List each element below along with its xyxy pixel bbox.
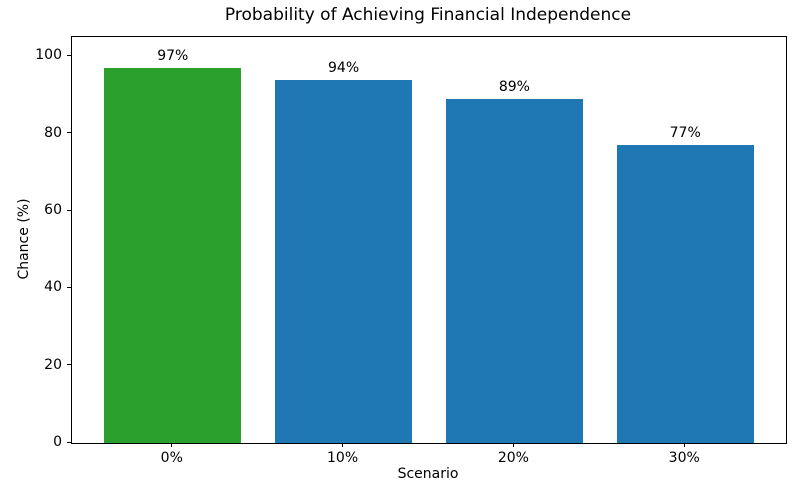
x-tick-label: 0% [160, 450, 183, 466]
x-tick-mark [171, 443, 173, 447]
y-tick-label: 100 [35, 47, 62, 64]
bar-value-label: 97% [157, 47, 189, 64]
y-axis-title: Chance (%) [16, 198, 32, 280]
x-tick-label: 30% [668, 450, 700, 466]
y-tick-label: 40 [44, 279, 62, 296]
x-axis-title: Scenario [397, 466, 459, 482]
bar-0% [104, 67, 242, 443]
y-tick-label: 20 [44, 356, 62, 373]
x-tick-mark [342, 443, 344, 447]
y-tick-mark [67, 54, 71, 56]
x-tick-mark [683, 443, 685, 447]
bar-value-label: 77% [669, 125, 701, 142]
y-tick-mark [67, 441, 71, 443]
y-tick-mark [67, 132, 71, 134]
bar-value-label: 89% [498, 78, 530, 95]
chart-title: Probability of Achieving Financial Indep… [224, 5, 632, 25]
y-tick-mark [67, 364, 71, 366]
y-tick-label: 0 [53, 434, 62, 450]
x-tick-mark [512, 443, 514, 447]
bar-10% [275, 79, 412, 443]
y-tick-label: 60 [44, 202, 62, 218]
x-tick-label: 20% [497, 450, 529, 466]
y-tick-label: 80 [44, 124, 62, 141]
bar-30% [616, 145, 754, 443]
x-tick-label: 10% [327, 450, 359, 466]
plot-area: 97% 94% 89% 77% [71, 36, 787, 444]
bar-value-label: 94% [328, 59, 360, 76]
bar-20% [446, 98, 583, 443]
y-tick-mark [67, 209, 71, 211]
y-tick-mark [67, 286, 71, 288]
